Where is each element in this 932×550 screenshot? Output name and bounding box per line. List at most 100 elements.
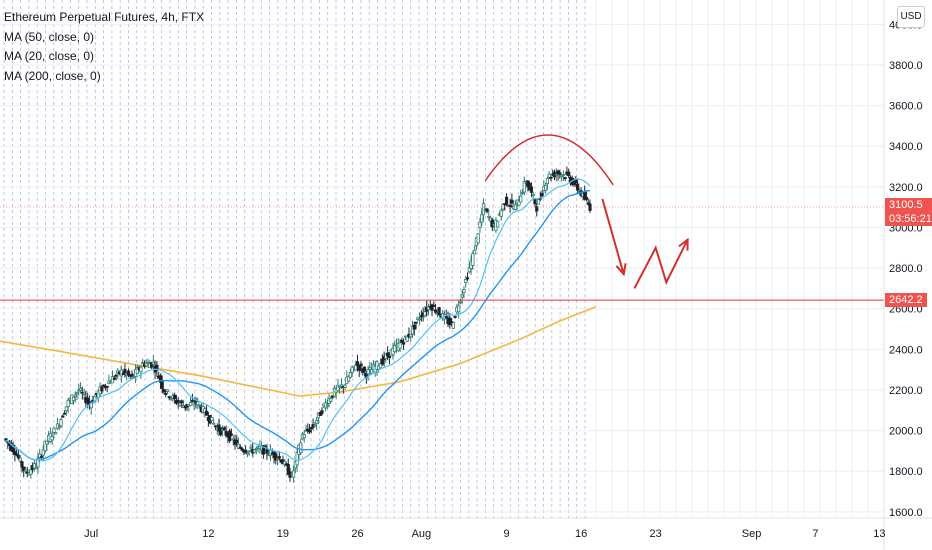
- candle-body: [222, 427, 226, 430]
- candle-body: [160, 379, 164, 389]
- candle-body: [82, 392, 86, 395]
- candle-body: [414, 321, 418, 324]
- candle-body: [545, 178, 550, 185]
- candle-body: [531, 194, 535, 197]
- x-tick-label: 26: [351, 528, 363, 540]
- candle-body: [149, 362, 154, 368]
- down-arrow-drawing: [601, 198, 625, 275]
- candle-body: [291, 470, 296, 478]
- legend-ma200[interactable]: MA (200, close, 0): [4, 68, 101, 83]
- candle-body: [370, 369, 374, 374]
- x-tick-label: Sep: [742, 528, 762, 540]
- candle-body: [457, 305, 461, 313]
- candle-body: [123, 368, 127, 374]
- candle-body: [66, 399, 70, 408]
- candle-body: [78, 388, 83, 391]
- candle-body: [204, 410, 209, 416]
- x-tick-label: 12: [202, 528, 214, 540]
- candle-body: [338, 386, 342, 388]
- candle-body: [517, 200, 521, 206]
- candle-body: [476, 233, 480, 244]
- candle-body: [50, 436, 54, 441]
- candle-body: [405, 335, 409, 342]
- candle-body: [508, 205, 512, 207]
- candle-body: [315, 420, 319, 424]
- candle-body: [249, 446, 253, 449]
- candle-body: [547, 173, 551, 178]
- candle-body: [112, 377, 116, 380]
- candle-body: [224, 430, 228, 436]
- candle-body: [105, 385, 109, 388]
- candle-body: [32, 463, 37, 469]
- candle-body: [588, 203, 592, 211]
- candle-body: [520, 191, 525, 194]
- candle-body: [196, 401, 200, 406]
- y-tick-label: 3400.0: [889, 141, 923, 153]
- candle-body: [572, 182, 576, 186]
- level-price-tag: 2642.2: [885, 293, 927, 308]
- candle-body: [348, 372, 352, 378]
- x-tick-label: 7: [812, 528, 818, 540]
- candle-body: [13, 451, 17, 455]
- candle-body: [231, 438, 235, 441]
- legend-ma20[interactable]: MA (20, close, 0): [4, 49, 95, 63]
- candle-body: [71, 397, 76, 402]
- candle-body: [228, 430, 232, 442]
- y-tick-label: 1800.0: [889, 466, 923, 478]
- candle-body: [165, 389, 170, 392]
- candle-body: [460, 294, 464, 298]
- candle-body: [283, 461, 287, 465]
- candle-body: [309, 427, 313, 429]
- candle-body: [519, 195, 523, 203]
- candle-body: [61, 415, 65, 418]
- top-arc-drawing: [484, 134, 614, 186]
- candle-body: [144, 362, 148, 367]
- candle-body: [236, 444, 241, 449]
- x-tick-label: Jul: [84, 528, 98, 540]
- candle-body: [274, 453, 278, 461]
- candle-body: [423, 311, 427, 317]
- candle-body: [354, 365, 358, 371]
- candle-body: [433, 309, 438, 313]
- candle-body: [393, 345, 397, 352]
- y-tick-label: 2400.0: [889, 344, 923, 356]
- candle-body: [240, 448, 244, 451]
- candle-body: [189, 402, 193, 406]
- legend-ma50[interactable]: MA (50, close, 0): [4, 29, 95, 44]
- candle-body: [480, 214, 484, 223]
- candle-body: [34, 466, 38, 469]
- candle-body: [302, 434, 306, 438]
- candle-body: [75, 392, 79, 395]
- candle-body: [43, 440, 47, 452]
- candle-body: [554, 173, 558, 176]
- candle-body: [54, 432, 58, 435]
- candle-body: [62, 412, 67, 415]
- candle-body: [366, 369, 370, 375]
- candle-body: [575, 183, 580, 191]
- candle-body: [4, 438, 8, 441]
- candle-body: [244, 449, 248, 454]
- candle-body: [64, 406, 68, 411]
- candle-body: [584, 197, 589, 200]
- x-axis[interactable]: Jul 12 19 26 Aug 9 16 23 Sep 7 13: [84, 528, 885, 540]
- candle-body: [437, 307, 441, 316]
- candle-body: [114, 374, 118, 377]
- candle-body: [178, 402, 182, 406]
- ma20-path: [5, 178, 591, 462]
- candle-body: [400, 340, 404, 343]
- candle-body: [487, 216, 491, 218]
- last-price-tag: 3100.5 03:56:21: [885, 198, 932, 227]
- candle-body: [355, 361, 360, 366]
- candle-body: [173, 394, 177, 400]
- currency-button[interactable]: USD: [897, 6, 925, 28]
- candle-body: [162, 389, 166, 393]
- candle-body: [384, 353, 388, 359]
- y-axis[interactable]: 1600.01800.02000.02200.02400.02600.02800…: [889, 19, 923, 519]
- candle-body: [478, 221, 482, 228]
- candle-body: [586, 202, 590, 205]
- candle-body: [15, 453, 19, 456]
- candle-body: [299, 442, 303, 454]
- candle-body: [252, 449, 257, 453]
- candle-body: [141, 362, 145, 365]
